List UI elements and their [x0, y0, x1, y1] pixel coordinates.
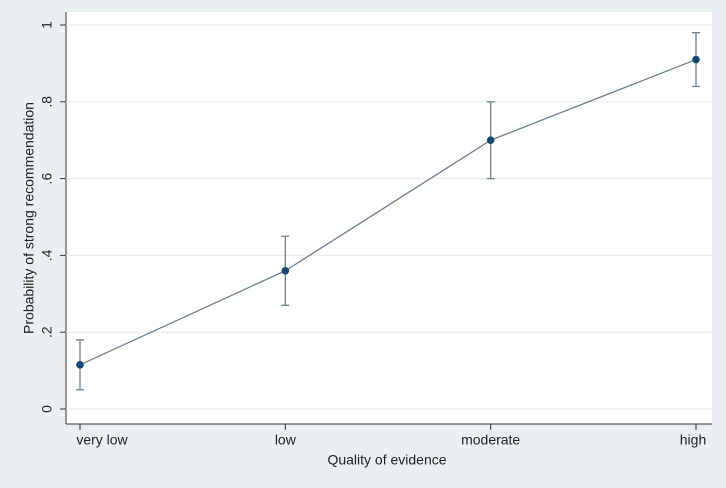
x-tick-label: moderate [461, 432, 520, 448]
y-tick-label: .6 [39, 173, 55, 185]
plot-area [66, 12, 712, 424]
point [281, 266, 290, 275]
line [79, 58, 697, 366]
x-tick-label: high [680, 432, 706, 448]
y-axis-title: Probability of strong recommendation [21, 102, 37, 334]
y-tick-label: .8 [39, 96, 55, 108]
point [692, 55, 700, 64]
x-tick-label: low [275, 432, 297, 448]
x-tick-label: very low [76, 432, 128, 448]
y-tick-label: 0 [39, 405, 55, 413]
point [486, 136, 495, 144]
point [76, 361, 84, 369]
y-tick-label: .4 [39, 249, 55, 261]
y-tick-label: .2 [39, 326, 55, 338]
x-axis-title: Quality of evidence [327, 452, 446, 468]
y-tick-label: 1 [39, 21, 55, 29]
